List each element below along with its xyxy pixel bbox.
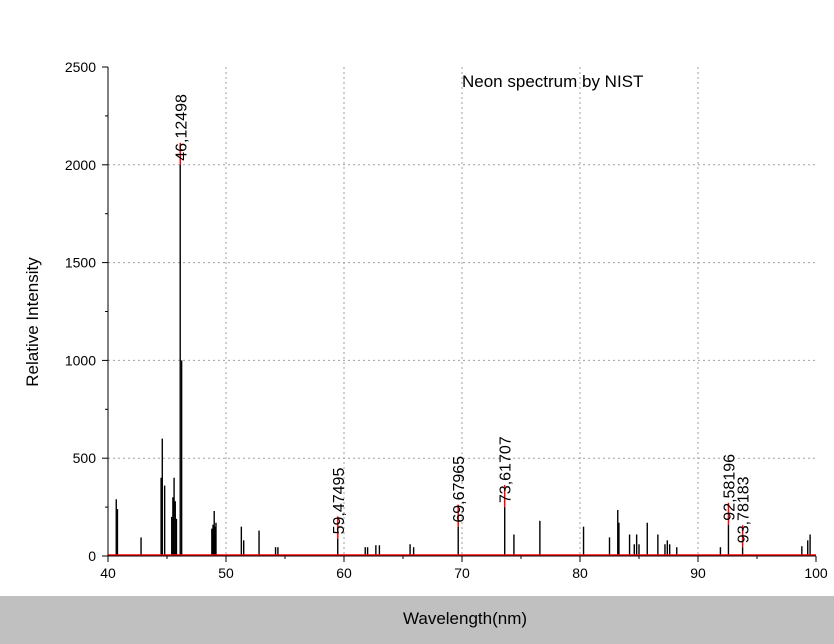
x-tick-label: 50	[218, 565, 234, 581]
x-tick-label: 90	[690, 565, 706, 581]
x-tick-label: 100	[804, 565, 828, 581]
peak-labels: 46,12498 59,47495 69,67965 73,61707 92,58196…	[173, 94, 752, 543]
peak-label: 46,12498	[173, 94, 190, 161]
x-tick-labels: 40 50 60 70 80 90 100	[100, 565, 828, 581]
x-tick-label: 80	[572, 565, 588, 581]
x-tick-label: 60	[336, 565, 352, 581]
chart-title: Neon spectrum by NIST	[462, 72, 643, 91]
peak-label: 92,58196	[721, 454, 738, 521]
peak-label: 73,61707	[498, 436, 515, 503]
y-tick-label: 1500	[65, 255, 96, 271]
y-tick-label: 1000	[65, 352, 96, 368]
peak-label: 69,67965	[451, 456, 468, 523]
spectrum-lines	[108, 164, 816, 556]
y-tick-label: 2000	[65, 157, 96, 173]
peak-label: 93,78183	[736, 476, 753, 543]
x-tick-label: 70	[454, 565, 470, 581]
y-axis-title: Relative Intensity	[23, 257, 42, 387]
peak-label: 59,47495	[331, 468, 348, 535]
x-axis-title: Wavelength(nm)	[403, 609, 527, 628]
y-tick-label: 0	[88, 548, 96, 564]
y-tick-labels: 0 500 1000 1500 2000 2500	[65, 59, 96, 564]
y-tick-label: 2500	[65, 59, 96, 75]
y-tick-label: 500	[73, 450, 97, 466]
axes	[102, 66, 817, 562]
grid-lines	[108, 67, 816, 556]
x-axis-title-band	[0, 596, 834, 644]
x-tick-label: 40	[100, 565, 116, 581]
peak-markers	[179, 142, 744, 548]
